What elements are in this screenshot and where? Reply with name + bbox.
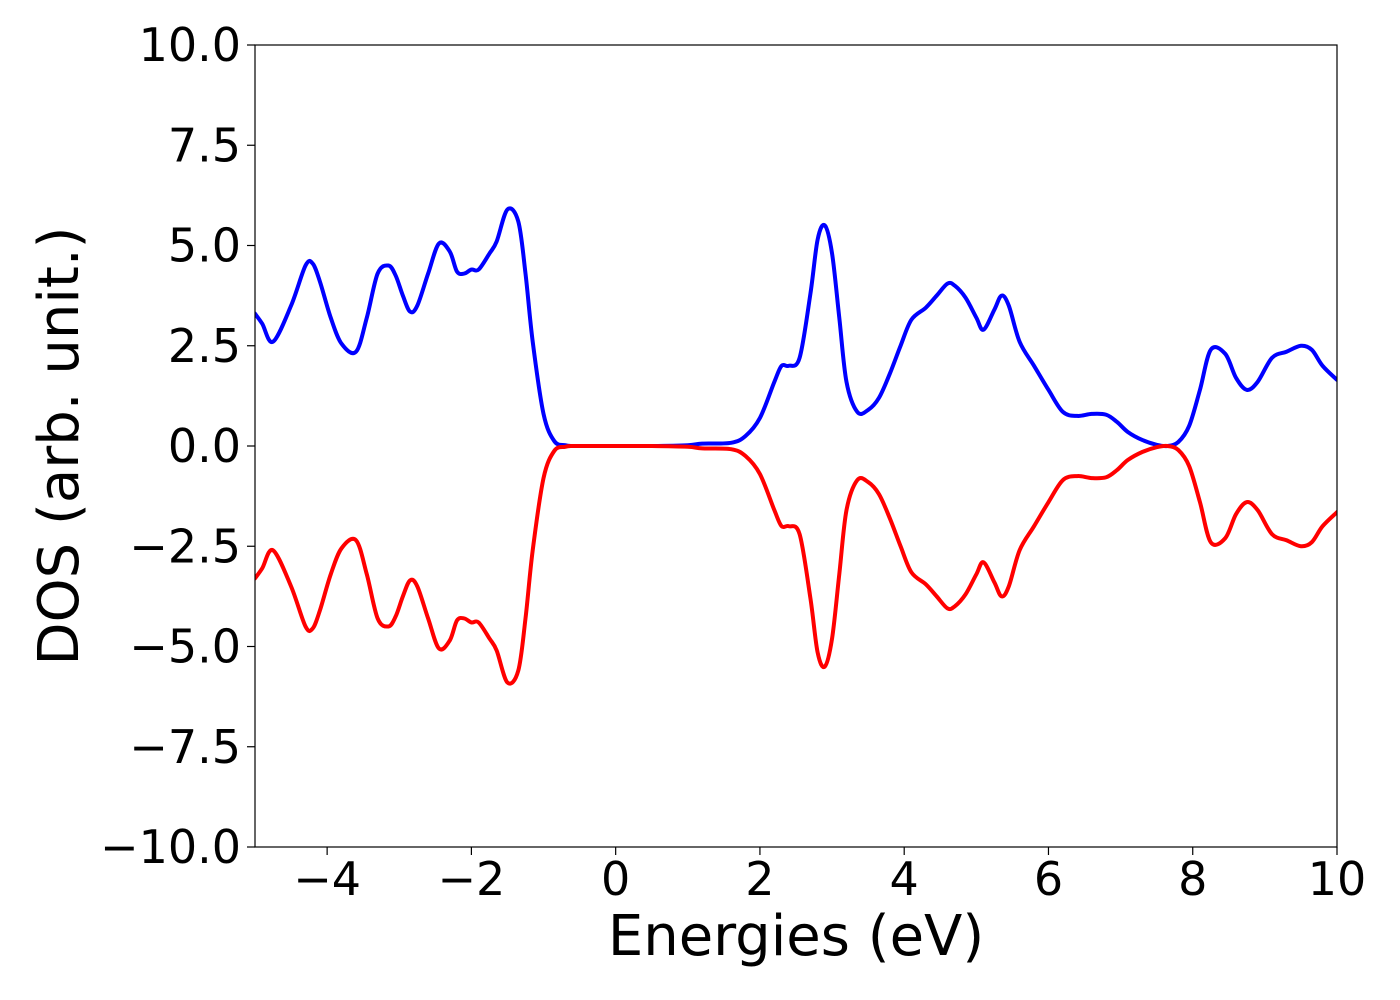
y-axis-ticks: 10.0 7.5 5.0 2.5 0.0 −2.5 −5.0 −7.5 −10.0 — [100, 18, 255, 874]
y-tick-label: −5.0 — [129, 620, 241, 674]
dos-series-down-line — [255, 443, 1337, 686]
y-tick-label: −10.0 — [100, 820, 241, 874]
x-tick-label: 2 — [745, 852, 774, 906]
dos-series-up-line — [255, 206, 1337, 449]
x-axis-ticks: −4 −2 0 2 4 6 8 10 — [293, 847, 1366, 906]
x-tick-label: −2 — [437, 852, 505, 906]
x-tick-label: 0 — [601, 852, 630, 906]
y-tick-label: −2.5 — [129, 519, 241, 573]
x-tick-label: −4 — [293, 852, 361, 906]
y-tick-label: 10.0 — [139, 18, 241, 72]
y-axis-label: DOS (arb. unit.) — [27, 226, 92, 665]
x-axis-label: Energies (eV) — [608, 904, 984, 969]
x-tick-label: 6 — [1034, 852, 1063, 906]
series-layer — [255, 206, 1337, 686]
y-tick-label: −7.5 — [129, 720, 241, 774]
y-tick-label: 5.0 — [168, 219, 241, 273]
x-tick-label: 10 — [1308, 852, 1367, 906]
y-tick-label: 7.5 — [168, 118, 241, 172]
y-tick-label: 0.0 — [168, 419, 241, 473]
x-tick-label: 4 — [890, 852, 919, 906]
y-tick-label: 2.5 — [168, 319, 241, 373]
x-tick-label: 8 — [1178, 852, 1207, 906]
